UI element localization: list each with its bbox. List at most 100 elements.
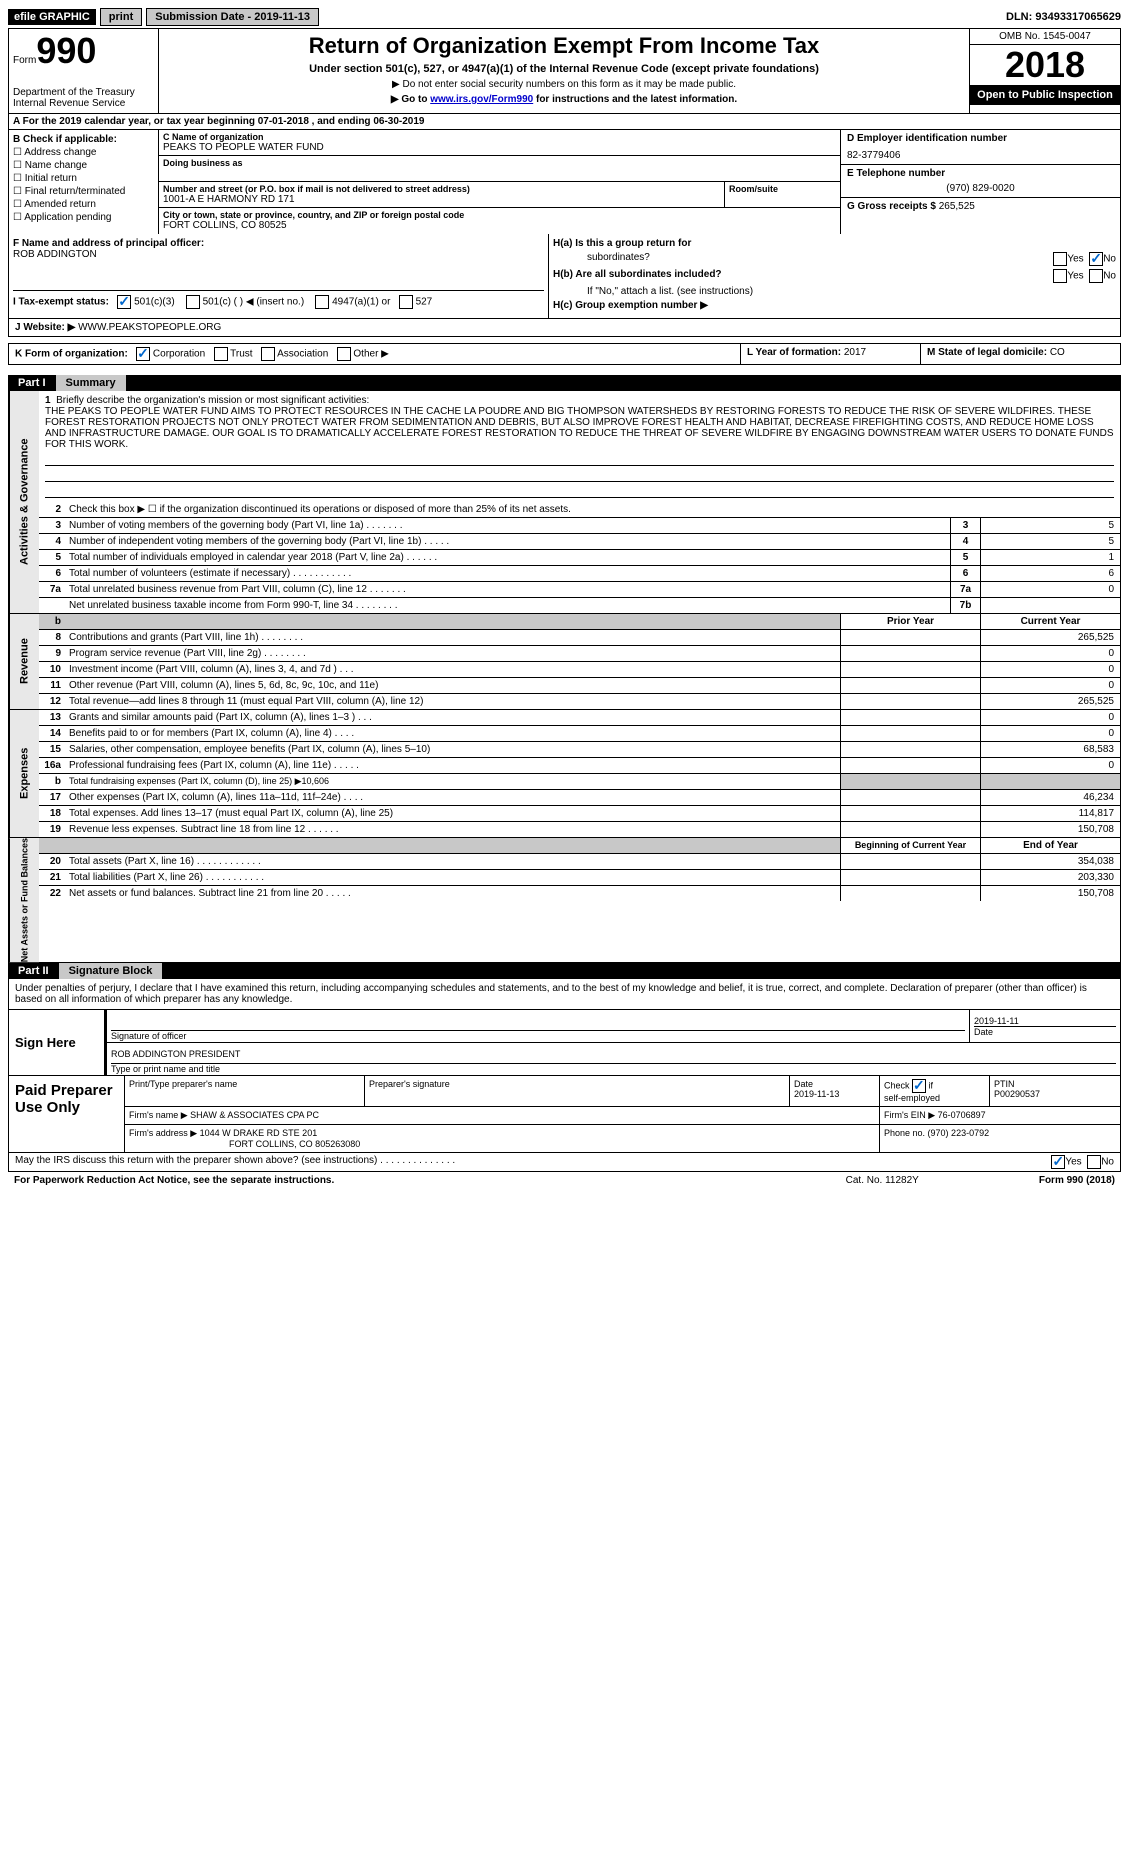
pra-notice: For Paperwork Reduction Act Notice, see … [14, 1175, 334, 1186]
table-row: 19Revenue less expenses. Subtract line 1… [39, 822, 1120, 837]
discuss-no[interactable] [1087, 1155, 1101, 1169]
summary-expenses: Expenses 13Grants and similar amounts pa… [8, 710, 1121, 838]
ein: 82-3779406 [847, 150, 1114, 161]
ha-yes[interactable] [1053, 252, 1067, 266]
irs-link[interactable]: www.irs.gov/Form990 [430, 94, 533, 105]
section-c: C Name of organization PEAKS TO PEOPLE W… [159, 130, 840, 234]
ssn-note: ▶ Do not enter social security numbers o… [167, 79, 961, 90]
part1-header: Part I Summary [8, 375, 1121, 391]
chk-501c3[interactable] [117, 295, 131, 309]
chk-4947[interactable] [315, 295, 329, 309]
chk-corp[interactable] [136, 347, 150, 361]
state-domicile: CO [1050, 347, 1065, 358]
row-klm: K Form of organization: Corporation Trus… [8, 343, 1121, 365]
principal-officer: ROB ADDINGTON [13, 249, 97, 260]
chk-other[interactable] [337, 347, 351, 361]
tab-revenue: Revenue [9, 614, 39, 709]
summary-revenue: Revenue bPrior YearCurrent Year 8Contrib… [8, 614, 1121, 710]
table-row: 13Grants and similar amounts paid (Part … [39, 710, 1120, 726]
firm-name: SHAW & ASSOCIATES CPA PC [190, 1110, 319, 1120]
sig-date-val: 2019-11-11 [974, 1016, 1116, 1026]
tab-governance: Activities & Governance [9, 391, 39, 613]
sig-officer-label: Signature of officer [111, 1030, 965, 1041]
cat-no: Cat. No. 11282Y [846, 1175, 919, 1186]
chk-final[interactable]: ☐ Final return/terminated [13, 186, 154, 197]
footer: For Paperwork Reduction Act Notice, see … [8, 1172, 1121, 1189]
section-bcd: B Check if applicable: ☐ Address change … [8, 130, 1121, 234]
summary-governance: Activities & Governance 1 Briefly descri… [8, 391, 1121, 614]
hdr-curr: Current Year [980, 614, 1120, 629]
form-header: Form990 Department of the Treasury Inter… [8, 28, 1121, 114]
table-row: 12Total revenue—add lines 8 through 11 (… [39, 694, 1120, 709]
section-f: F Name and address of principal officer:… [9, 234, 549, 318]
form-number: 990 [36, 30, 96, 71]
phone: (970) 829-0020 [847, 183, 1114, 194]
discuss-row: May the IRS discuss this return with the… [8, 1153, 1121, 1172]
table-row: 16aProfessional fundraising fees (Part I… [39, 758, 1120, 774]
tab-expenses: Expenses [9, 710, 39, 837]
form-title: Return of Organization Exempt From Incom… [167, 33, 961, 59]
section-deg: D Employer identification number 82-3779… [840, 130, 1120, 234]
submission-date: Submission Date - 2019-11-13 [146, 8, 319, 26]
mission-text: THE PEAKS TO PEOPLE WATER FUND AIMS TO P… [45, 406, 1114, 450]
table-row: 9Program service revenue (Part VIII, lin… [39, 646, 1120, 662]
sign-here-label: Sign Here [9, 1010, 104, 1075]
discuss-yes[interactable] [1051, 1155, 1065, 1169]
chk-amended[interactable]: ☐ Amended return [13, 199, 154, 210]
row-fh: F Name and address of principal officer:… [8, 234, 1121, 319]
hdr-end: End of Year [980, 838, 1120, 853]
prep-name-label: Print/Type preparer's name [129, 1079, 237, 1089]
table-row: 15Salaries, other compensation, employee… [39, 742, 1120, 758]
signature-block: Under penalties of perjury, I declare th… [8, 979, 1121, 1153]
table-row: 11Other revenue (Part VIII, column (A), … [39, 678, 1120, 694]
print-button[interactable]: print [100, 8, 142, 26]
dln: DLN: 93493317065629 [1006, 11, 1121, 23]
section-i-label: I Tax-exempt status: [13, 297, 109, 308]
topbar: efile GRAPHIC print Submission Date - 20… [8, 8, 1121, 26]
prep-check: Check ifself-employed [880, 1076, 990, 1106]
org-name: PEAKS TO PEOPLE WATER FUND [163, 142, 836, 153]
prep-date: 2019-11-13 [794, 1089, 839, 1099]
officer-name: ROB ADDINGTON PRESIDENT [111, 1049, 1116, 1063]
gross-receipts: 265,525 [939, 201, 975, 212]
chk-address[interactable]: ☐ Address change [13, 147, 154, 158]
hb-no[interactable] [1089, 269, 1103, 283]
chk-pending[interactable]: ☐ Application pending [13, 212, 154, 223]
firm-addr1: 1044 W DRAKE RD STE 201 [200, 1128, 318, 1138]
table-row: 4Number of independent voting members of… [39, 534, 1120, 550]
dept-treasury: Department of the Treasury [13, 87, 154, 98]
tab-netassets: Net Assets or Fund Balances [9, 838, 39, 962]
hdr-prior: Prior Year [840, 614, 980, 629]
year-formation: 2017 [844, 347, 866, 358]
chk-name[interactable]: ☐ Name change [13, 160, 154, 171]
section-h: H(a) Is this a group return for subordin… [549, 234, 1120, 318]
type-name-label: Type or print name and title [111, 1063, 1116, 1074]
goto-note: ▶ Go to www.irs.gov/Form990 for instruct… [167, 94, 961, 105]
firm-ein: 76-0706897 [938, 1110, 986, 1120]
table-row: 10Investment income (Part VIII, column (… [39, 662, 1120, 678]
paid-preparer-label: Paid Preparer Use Only [9, 1076, 124, 1152]
tax-year: 2018 [970, 45, 1120, 85]
chk-trust[interactable] [214, 347, 228, 361]
sig-date-label: Date [974, 1026, 1116, 1037]
irs-label: Internal Revenue Service [13, 98, 154, 109]
table-row: bTotal fundraising expenses (Part IX, co… [39, 774, 1120, 790]
chk-527[interactable] [399, 295, 413, 309]
ha-no[interactable] [1089, 252, 1103, 266]
street-address: 1001-A E HARMONY RD 171 [163, 194, 720, 205]
hb-yes[interactable] [1053, 269, 1067, 283]
form-word: Form [13, 55, 36, 66]
chk-501c[interactable] [186, 295, 200, 309]
chk-initial[interactable]: ☐ Initial return [13, 173, 154, 184]
table-row: Net unrelated business taxable income fr… [39, 598, 1120, 613]
table-row: 3Number of voting members of the governi… [39, 518, 1120, 534]
table-row: 20Total assets (Part X, line 16) . . . .… [39, 854, 1120, 870]
section-b: B Check if applicable: ☐ Address change … [9, 130, 159, 234]
table-row: 22Net assets or fund balances. Subtract … [39, 886, 1120, 901]
chk-assoc[interactable] [261, 347, 275, 361]
ptin: P00290537 [994, 1089, 1040, 1099]
website: WWW.PEAKSTOPEOPLE.ORG [75, 322, 221, 333]
form-subtitle: Under section 501(c), 527, or 4947(a)(1)… [167, 63, 961, 75]
row-j: J Website: ▶ WWW.PEAKSTOPEOPLE.ORG [8, 319, 1121, 337]
table-row: 21Total liabilities (Part X, line 26) . … [39, 870, 1120, 886]
